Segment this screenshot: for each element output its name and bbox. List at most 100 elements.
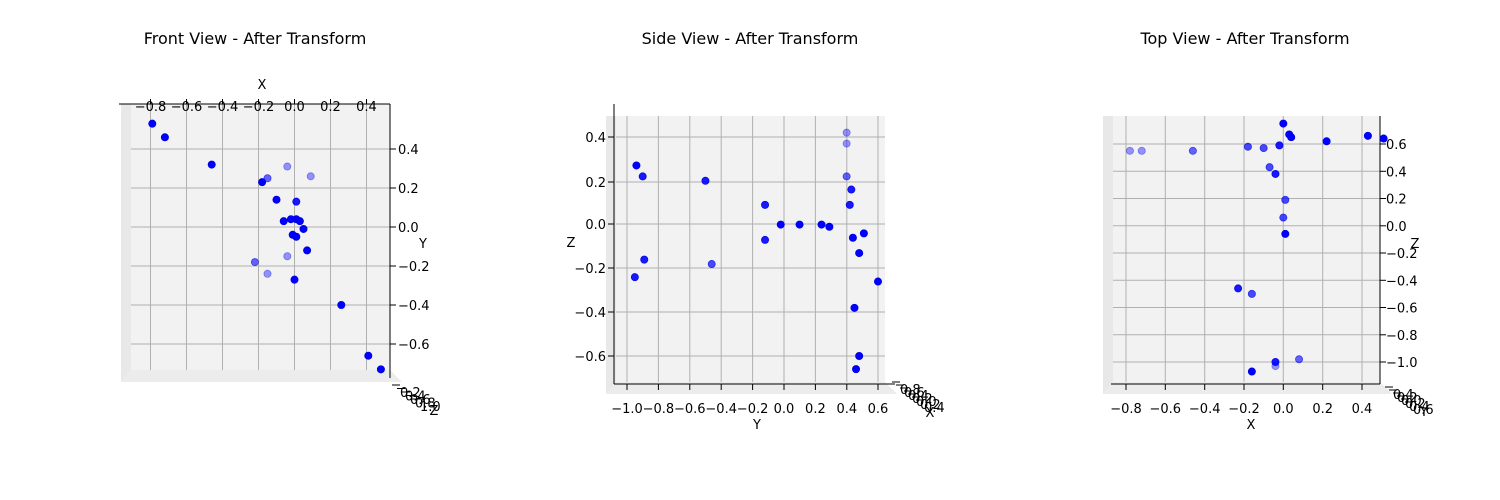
depth-tick-label: 0.4 — [405, 390, 426, 405]
data-point — [337, 300, 346, 309]
data-point — [707, 260, 716, 269]
data-point — [640, 255, 649, 264]
plot-pane — [131, 104, 390, 370]
x-tick-label: −0.2 — [737, 402, 769, 417]
depth-tick-label: 1.0 — [420, 400, 441, 415]
depth-tick-label: 0.2 — [1405, 397, 1426, 412]
data-point — [1265, 163, 1274, 172]
y-tick-label: −0.4 — [1386, 274, 1418, 289]
front-view-title: Front View - After Transform — [144, 29, 367, 48]
data-point — [263, 174, 272, 183]
data-point — [847, 185, 856, 194]
data-point — [299, 224, 308, 233]
data-point — [638, 172, 647, 181]
y-tick-label: 0.4 — [585, 131, 606, 146]
x-tick-label: 0.0 — [774, 402, 795, 417]
data-point — [1247, 289, 1256, 298]
y-tick-label: 0.4 — [398, 143, 419, 158]
data-point — [855, 249, 864, 258]
x-axis-label: X — [1247, 418, 1256, 433]
data-point — [1125, 146, 1134, 155]
data-point — [1271, 169, 1280, 178]
data-point — [258, 178, 267, 187]
depth-tick-label: 0.0 — [916, 395, 937, 410]
data-point — [761, 200, 770, 209]
side-view-panel: Side View - After Transform −1.0 −0.8 −0.6… — [567, 29, 945, 433]
x-tick-label: −0.4 — [207, 100, 239, 115]
x-tick-label: −0.8 — [643, 402, 675, 417]
x-tick-label: −0.6 — [674, 402, 706, 417]
data-point — [1379, 134, 1388, 143]
y-tick-label: −0.8 — [1386, 329, 1418, 344]
x-tick-label: −0.6 — [1150, 402, 1182, 417]
data-point — [795, 220, 804, 229]
top-view-panel: Top View - After Transform −0.8 −0.6 −0.4−… — [1103, 29, 1434, 433]
x-tick-label: 0.4 — [836, 402, 857, 417]
depth-tick-label: 0.8 — [415, 397, 436, 412]
data-point — [1243, 142, 1252, 151]
data-point — [283, 252, 292, 261]
y-tick-label: −0.6 — [1386, 302, 1418, 317]
data-point — [776, 220, 785, 229]
x-tick-label: 0.2 — [805, 402, 826, 417]
data-point — [283, 162, 292, 171]
y-tick-label: −0.4 — [398, 299, 430, 314]
data-point — [279, 217, 288, 226]
data-point — [1295, 355, 1304, 364]
depth-axis-label: Z — [430, 404, 439, 419]
depth-tick-label: 0.6 — [410, 393, 431, 408]
data-point — [160, 133, 169, 142]
data-point — [148, 119, 157, 128]
x-tick-label: −0.4 — [1189, 402, 1221, 417]
data-point — [1363, 131, 1372, 140]
data-point — [1275, 141, 1284, 150]
data-point — [845, 200, 854, 209]
data-point — [874, 277, 883, 286]
y-tick-label: −1.0 — [1386, 356, 1418, 371]
plot-pane — [616, 116, 885, 382]
depth-axis-label: Y — [1419, 405, 1428, 420]
data-point — [250, 258, 259, 267]
pane-side-wall — [1103, 116, 1113, 394]
data-point — [1279, 213, 1288, 222]
x-tick-label: 0.6 — [868, 402, 889, 417]
x-tick-label: −0.4 — [705, 402, 737, 417]
data-point — [1188, 146, 1197, 155]
y-tick-label: −0.6 — [398, 338, 430, 353]
data-point — [1259, 144, 1268, 153]
x-tick-label: 0.4 — [1352, 402, 1373, 417]
data-point — [850, 303, 859, 312]
x-tick-label: −0.6 — [171, 100, 203, 115]
data-point — [1234, 284, 1243, 293]
pane-floor — [606, 382, 897, 394]
depth-axis-label: X — [926, 406, 935, 421]
data-point — [1271, 357, 1280, 366]
y-tick-label: −0.2 — [1386, 247, 1418, 262]
y-axis-label: Z — [567, 236, 576, 251]
y-axis-label: Y — [418, 237, 427, 252]
data-point — [376, 365, 385, 374]
pane-floor — [1103, 382, 1392, 394]
data-point — [859, 229, 868, 238]
data-point — [852, 365, 861, 374]
data-point — [364, 351, 373, 360]
x-axis-label: Y — [752, 418, 761, 433]
x-tick-label: 0.4 — [356, 100, 377, 115]
top-view-title: Top View - After Transform — [1139, 29, 1349, 48]
data-point — [1279, 119, 1288, 128]
x-tick-label: −0.2 — [1228, 402, 1260, 417]
depth-tick-label: 0.4 — [1409, 400, 1430, 415]
data-point — [842, 139, 851, 148]
data-point — [825, 222, 834, 231]
data-point — [1281, 229, 1290, 238]
y-tick-label: −0.6 — [574, 350, 606, 365]
side-view-title: Side View - After Transform — [642, 29, 859, 48]
data-point — [632, 161, 641, 170]
depth-tick-label: 0.2 — [920, 398, 941, 413]
data-point — [1271, 362, 1280, 371]
x-tick-label: −1.0 — [611, 402, 643, 417]
data-point — [842, 172, 851, 181]
depth-tick-label: 0.2 — [400, 386, 421, 401]
data-point — [761, 235, 770, 244]
